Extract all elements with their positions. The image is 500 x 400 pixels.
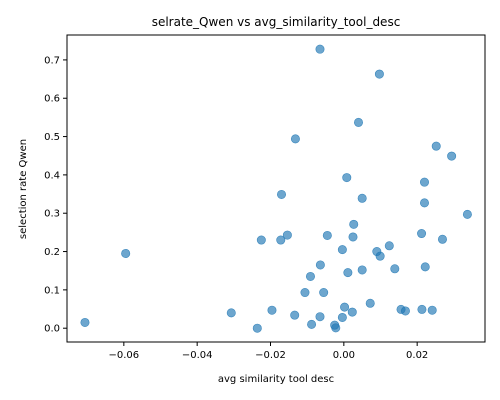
- data-point: [462, 209, 472, 219]
- y-tick-label: 0.1: [44, 285, 60, 296]
- data-point: [343, 268, 353, 278]
- data-point: [400, 306, 410, 316]
- data-point: [322, 230, 332, 240]
- data-point: [305, 271, 315, 281]
- data-point: [390, 264, 400, 274]
- data-point: [226, 308, 236, 318]
- data-point: [349, 219, 359, 229]
- data-point: [357, 265, 367, 275]
- y-axis-label: selection rate Qwen: [18, 139, 29, 239]
- x-tick-label: −0.02: [255, 350, 286, 361]
- data-point: [419, 198, 429, 208]
- chart-title: selrate_Qwen vs avg_similarity_tool_desc: [152, 15, 401, 29]
- data-point: [315, 260, 325, 270]
- x-tick-label: 0.00: [333, 350, 355, 361]
- data-point: [431, 141, 441, 151]
- data-point: [337, 245, 347, 255]
- x-tick-label: −0.04: [182, 350, 213, 361]
- data-point: [342, 173, 352, 183]
- data-point: [331, 323, 341, 333]
- data-point: [365, 298, 375, 308]
- data-point: [267, 305, 277, 315]
- data-point: [282, 230, 292, 240]
- data-point: [290, 134, 300, 144]
- data-point: [315, 44, 325, 54]
- data-point: [307, 319, 317, 329]
- data-point: [374, 69, 384, 79]
- y-tick-label: 0.5: [44, 132, 60, 143]
- data-point: [337, 312, 347, 322]
- data-point: [121, 248, 131, 258]
- data-point: [276, 235, 286, 245]
- y-tick-label: 0.7: [44, 55, 60, 66]
- x-axis: −0.06 −0.04 −0.02 0.00 0.02: [109, 342, 428, 361]
- data-point: [276, 189, 286, 199]
- data-point: [315, 312, 325, 322]
- data-point: [384, 241, 394, 251]
- data-point: [420, 262, 430, 272]
- data-point: [353, 117, 363, 127]
- y-tick-label: 0.2: [44, 247, 60, 258]
- data-point: [375, 251, 385, 261]
- y-tick-label: 0.4: [44, 170, 60, 181]
- y-tick-label: 0.0: [44, 324, 60, 335]
- data-point: [256, 235, 266, 245]
- y-tick-label: 0.3: [44, 209, 60, 220]
- data-point: [348, 232, 358, 242]
- data-point: [417, 304, 427, 314]
- data-point: [340, 302, 350, 312]
- x-tick-label: 0.02: [406, 350, 428, 361]
- data-point: [437, 234, 447, 244]
- data-point: [419, 177, 429, 187]
- data-point: [252, 323, 262, 333]
- data-point: [300, 288, 310, 298]
- y-axis: 0.0 0.1 0.2 0.3 0.4 0.5 0.6 0.7: [44, 55, 67, 335]
- data-point: [80, 317, 90, 327]
- data-point: [357, 193, 367, 203]
- x-tick-label: −0.06: [109, 350, 140, 361]
- points-group: [80, 44, 472, 333]
- y-tick-label: 0.6: [44, 94, 60, 105]
- data-point: [447, 151, 457, 161]
- data-point: [427, 305, 437, 315]
- data-point: [347, 307, 357, 317]
- data-point: [290, 310, 300, 320]
- data-point: [319, 288, 329, 298]
- data-point: [417, 229, 427, 239]
- plot-frame: [66, 34, 486, 343]
- x-axis-label: avg similarity tool desc: [218, 374, 334, 385]
